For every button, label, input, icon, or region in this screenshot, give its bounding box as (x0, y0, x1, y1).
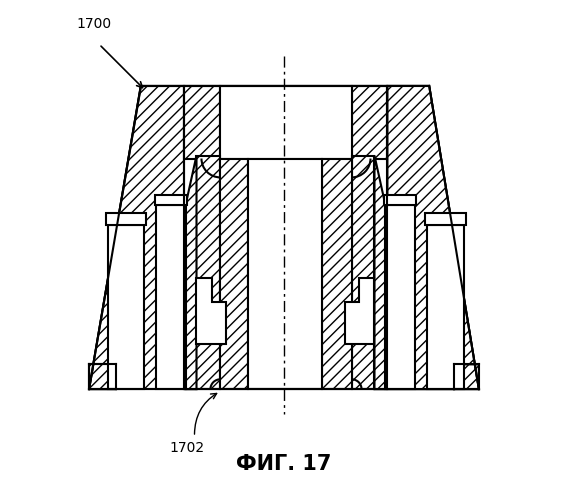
Polygon shape (89, 86, 184, 389)
Bar (155, 196, 187, 205)
Polygon shape (387, 86, 479, 389)
Bar (156, 205, 185, 389)
Text: 1702: 1702 (170, 441, 205, 455)
Bar (385, 205, 415, 389)
Text: ФИГ. 17: ФИГ. 17 (236, 454, 332, 474)
Bar (322, 158, 352, 389)
Bar (196, 156, 220, 389)
Bar (425, 213, 466, 225)
Polygon shape (184, 86, 387, 389)
Bar (352, 86, 387, 158)
Bar (248, 158, 322, 389)
Polygon shape (345, 278, 374, 344)
Polygon shape (374, 156, 385, 389)
Bar (352, 156, 374, 389)
Bar (220, 158, 248, 389)
Bar (106, 213, 146, 225)
Bar (385, 196, 417, 205)
Bar (220, 86, 352, 158)
Polygon shape (89, 86, 479, 389)
Bar (427, 225, 464, 389)
Polygon shape (196, 278, 226, 344)
Bar (108, 225, 144, 389)
Text: 1700: 1700 (76, 17, 112, 31)
Bar (184, 86, 220, 158)
Polygon shape (185, 156, 196, 389)
